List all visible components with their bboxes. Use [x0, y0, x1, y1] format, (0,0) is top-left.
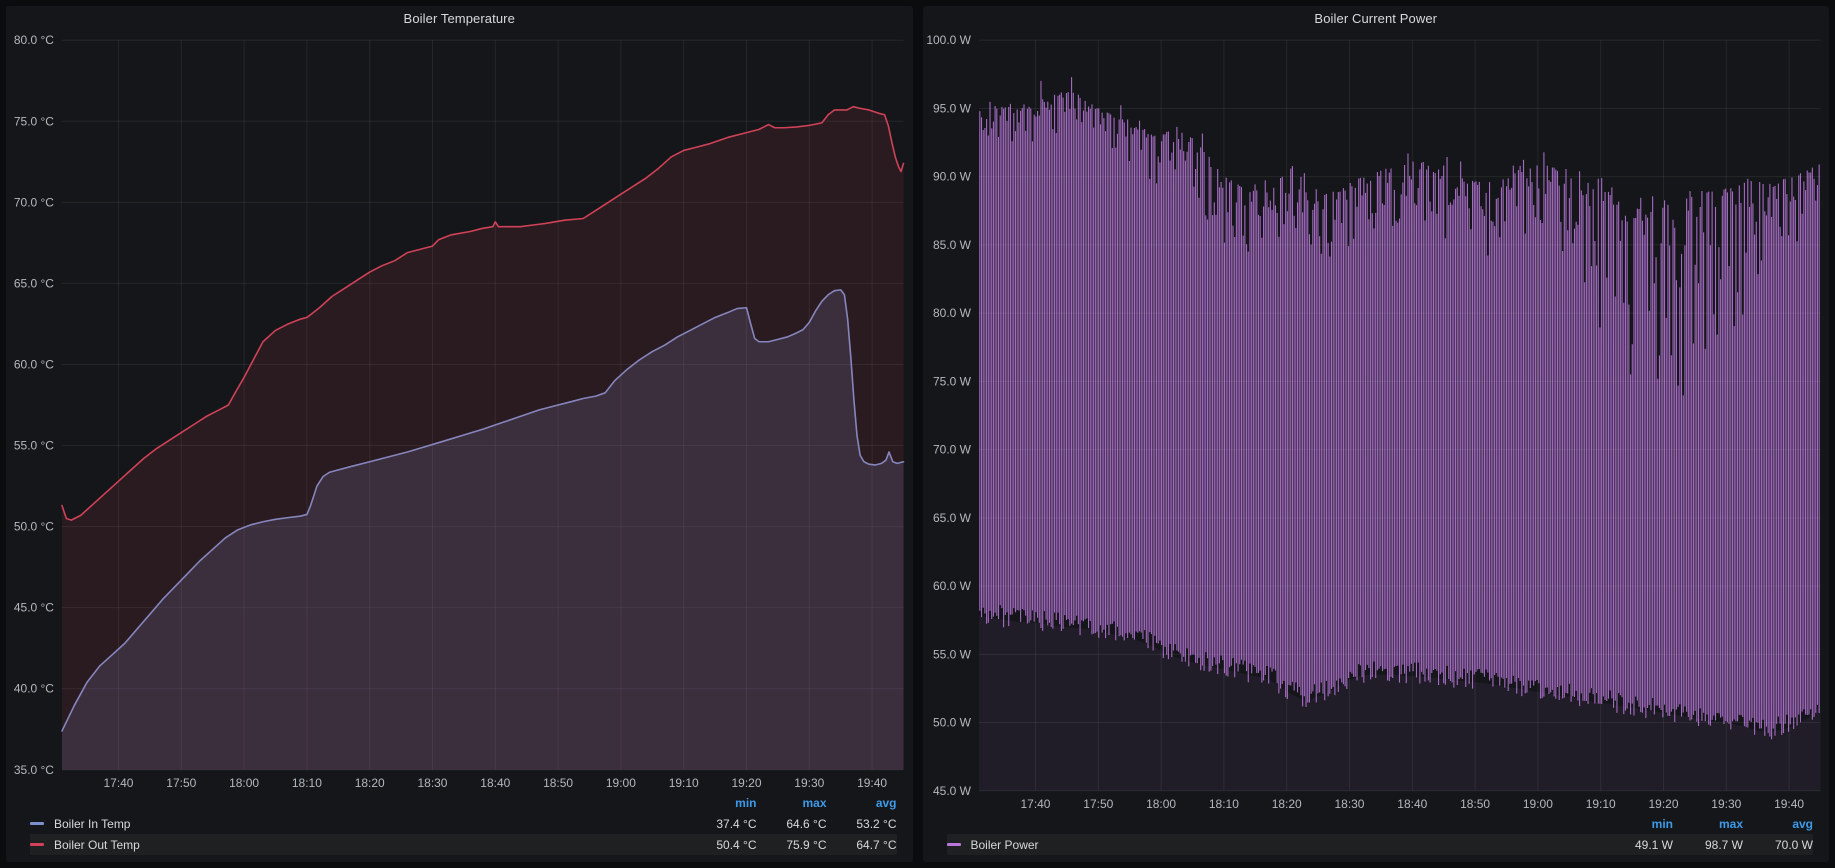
- legend-swatch-icon[interactable]: [30, 843, 44, 846]
- legend-column-min[interactable]: min: [735, 796, 757, 810]
- legend-column-avg[interactable]: avg: [1792, 817, 1813, 831]
- legend-value-avg: 70.0 W: [1774, 837, 1813, 852]
- x-tick-label: 19:10: [669, 776, 699, 790]
- panel-title-boiler-temperature[interactable]: Boiler Temperature: [403, 11, 515, 26]
- legend-series-boiler-in-temp[interactable]: Boiler In Temp: [54, 816, 131, 831]
- legend-swatch-icon[interactable]: [30, 822, 44, 825]
- legend-series-boiler-power[interactable]: Boiler Power: [970, 837, 1039, 852]
- axis-labels: 80.0 °C 75.0 °C 70.0 °C 65.0 °C 60.0 °C 55.0 …: [14, 33, 888, 790]
- legend-column-min[interactable]: min: [1651, 817, 1673, 831]
- boiler-current-power-chart-svg[interactable]: 100.0 W 95.0 W 90.0 W 85.0 W 80.0 W 75.0 W 70.…: [923, 32, 1830, 813]
- series-area-boiler-in-temp: [61, 289, 904, 770]
- series-area-boiler-power: [978, 616, 1821, 791]
- x-tick-label: 17:40: [1020, 797, 1050, 811]
- x-tick-label: 19:10: [1585, 797, 1615, 811]
- y-tick-label: 60.0 °C: [14, 357, 54, 371]
- x-tick-label: 18:30: [1334, 797, 1364, 811]
- y-tick-label: 65.0 °C: [14, 276, 54, 290]
- y-tick-label: 65.0 W: [933, 511, 972, 525]
- x-tick-label: 19:30: [794, 776, 824, 790]
- legend-value-max: 75.9 °C: [786, 837, 827, 852]
- y-tick-label: 90.0 W: [933, 170, 972, 184]
- y-tick-label: 70.0 °C: [14, 195, 54, 209]
- x-tick-label: 19:40: [857, 776, 887, 790]
- y-tick-label: 70.0 W: [933, 443, 972, 457]
- x-tick-label: 18:50: [543, 776, 573, 790]
- x-tick-label: 19:00: [1522, 797, 1552, 811]
- x-tick-label: 17:40: [103, 776, 133, 790]
- x-tick-label: 19:00: [606, 776, 636, 790]
- legend-row-boiler-out-temp: Boiler Out Temp 50.4 °C 75.9 °C 64.7 °C: [30, 834, 897, 855]
- y-tick-label: 35.0 °C: [14, 763, 54, 777]
- y-tick-label: 50.0 W: [933, 716, 972, 730]
- series-line-boiler-out-temp: [61, 105, 905, 521]
- x-tick-label: 17:50: [1083, 797, 1113, 811]
- x-tick-label: 19:40: [1774, 797, 1804, 811]
- y-tick-label: 75.0 W: [933, 374, 972, 388]
- legend-series-boiler-out-temp[interactable]: Boiler Out Temp: [54, 837, 140, 852]
- x-tick-label: 18:20: [355, 776, 385, 790]
- y-tick-label: 55.0 W: [933, 647, 972, 661]
- x-tick-label: 18:00: [229, 776, 259, 790]
- series-line-boiler-in-temp: [61, 289, 905, 732]
- y-tick-label: 55.0 °C: [14, 439, 54, 453]
- x-tick-label: 18:40: [1397, 797, 1427, 811]
- legend-value-avg: 53.2 °C: [856, 816, 897, 831]
- x-tick-label: 18:10: [292, 776, 322, 790]
- x-tick-label: 18:30: [417, 776, 447, 790]
- y-tick-label: 95.0 W: [933, 101, 972, 115]
- legend-swatch-icon[interactable]: [946, 843, 961, 846]
- legend-value-min: 49.1 W: [1634, 837, 1673, 852]
- x-tick-label: 18:50: [1460, 797, 1490, 811]
- legend-value-min: 37.4 °C: [716, 816, 757, 831]
- y-tick-label: 85.0 W: [933, 238, 972, 252]
- y-tick-label: 45.0 W: [933, 784, 972, 798]
- y-tick-label: 80.0 W: [933, 306, 972, 320]
- x-tick-label: 19:20: [732, 776, 762, 790]
- panel-title-boiler-current-power[interactable]: Boiler Current Power: [1314, 11, 1438, 26]
- x-tick-label: 18:00: [1146, 797, 1176, 811]
- boiler-current-power-plot-area[interactable]: 100.0 W 95.0 W 90.0 W 85.0 W 80.0 W 75.0 W 70.…: [923, 32, 1830, 813]
- y-tick-label: 45.0 °C: [14, 601, 54, 615]
- x-tick-label: 18:40: [480, 776, 510, 790]
- x-tick-label: 19:30: [1711, 797, 1741, 811]
- x-tick-label: 19:20: [1648, 797, 1678, 811]
- boiler-temperature-plot-area[interactable]: 80.0 °C 75.0 °C 70.0 °C 65.0 °C 60.0 °C 55.0 …: [6, 32, 913, 792]
- boiler-current-power-legend: min max avg Boiler Power 49.1 W 98.7 W 70.0 W: [923, 813, 1830, 862]
- axis-labels: 100.0 W 95.0 W 90.0 W 85.0 W 80.0 W 75.0 W 70.…: [926, 33, 1804, 811]
- legend-column-avg[interactable]: avg: [875, 796, 897, 810]
- legend-column-max[interactable]: max: [1718, 817, 1743, 831]
- series-area-boiler-out-temp: [61, 106, 904, 770]
- boiler-temperature-chart-svg[interactable]: 80.0 °C 75.0 °C 70.0 °C 65.0 °C 60.0 °C 55.0 …: [6, 32, 913, 792]
- y-tick-label: 50.0 °C: [14, 520, 54, 534]
- x-tick-label: 17:50: [166, 776, 196, 790]
- legend-value-avg: 64.7 °C: [856, 837, 897, 852]
- legend-row-boiler-in-temp: Boiler In Temp 37.4 °C 64.6 °C 53.2 °C: [30, 813, 897, 834]
- y-tick-label: 75.0 °C: [14, 114, 54, 128]
- legend-column-max[interactable]: max: [802, 796, 827, 810]
- legend-value-max: 64.6 °C: [786, 816, 827, 831]
- legend-value-min: 50.4 °C: [716, 837, 757, 852]
- legend-header-row: min max avg: [30, 793, 897, 813]
- x-tick-label: 18:10: [1208, 797, 1238, 811]
- legend-header-row: min max avg: [947, 814, 1813, 834]
- boiler-temperature-legend: min max avg Boiler In Temp 37.4 °C 64.6 °C 53.…: [6, 792, 913, 862]
- panel-boiler-temperature: Boiler Temperature 80.0 °C 75.0 °C 70.0 °C…: [6, 6, 913, 862]
- panel-boiler-current-power: Boiler Current Power 100.0 W 95.0 W 90.0 W…: [922, 6, 1830, 862]
- y-tick-label: 100.0 W: [926, 33, 971, 47]
- y-tick-label: 80.0 °C: [14, 33, 54, 47]
- legend-row-boiler-power: Boiler Power 49.1 W 98.7 W 70.0 W: [946, 834, 1813, 855]
- series-bars-boiler-power: [978, 77, 1820, 740]
- gridlines: [978, 39, 1821, 792]
- legend-value-max: 98.7 W: [1704, 837, 1743, 852]
- x-tick-label: 18:20: [1271, 797, 1301, 811]
- y-tick-label: 40.0 °C: [14, 682, 54, 696]
- y-tick-label: 60.0 W: [933, 579, 972, 593]
